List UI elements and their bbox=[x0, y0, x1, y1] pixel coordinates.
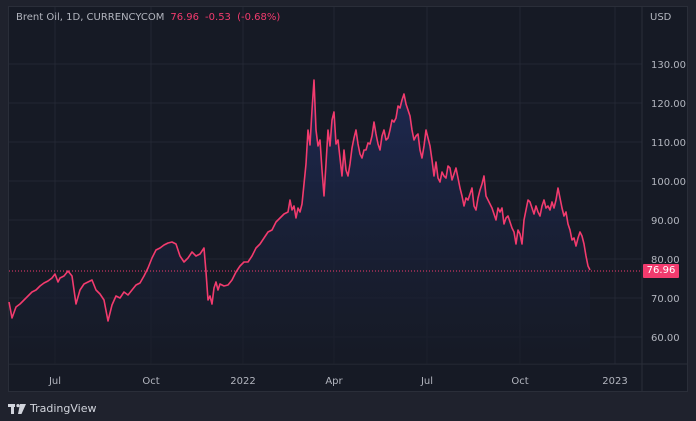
price-change: -0.53 bbox=[205, 12, 231, 23]
time-tick: 2022 bbox=[230, 376, 255, 387]
price-line bbox=[8, 79, 591, 322]
last-price: 76.96 bbox=[170, 12, 200, 23]
price-tick: 130.00 bbox=[651, 60, 686, 71]
time-tick: Jul bbox=[420, 376, 433, 387]
currency-label: USD bbox=[650, 12, 672, 23]
brand-label: TradingView bbox=[30, 402, 97, 415]
tradingview-brand[interactable]: TradingView bbox=[8, 402, 96, 415]
price-tick: 80.00 bbox=[651, 255, 680, 266]
time-tick: Jul bbox=[48, 376, 61, 387]
time-tick: Oct bbox=[511, 376, 528, 387]
time-tick: 2023 bbox=[602, 376, 627, 387]
price-tick: 100.00 bbox=[651, 177, 686, 188]
time-tick: Oct bbox=[142, 376, 159, 387]
price-tick: 110.00 bbox=[651, 138, 686, 149]
price-change-percent: (-0.68%) bbox=[237, 12, 281, 23]
symbol-legend[interactable]: Brent Oil, 1D, CURRENCYCOM 76.96 -0.53 (-0… bbox=[16, 12, 280, 23]
time-tick: Apr bbox=[325, 376, 343, 387]
tradingview-logo-icon bbox=[8, 403, 26, 414]
current-price-badge: 76.96 bbox=[643, 264, 679, 278]
price-tick: 70.00 bbox=[651, 294, 680, 305]
symbol-title: Brent Oil, 1D, CURRENCYCOM bbox=[16, 12, 165, 23]
price-axis[interactable]: 130.00 120.00 110.00 100.00 90.00 80.00 … bbox=[651, 60, 686, 344]
price-area-fill bbox=[9, 80, 590, 364]
price-tick: 90.00 bbox=[651, 216, 680, 227]
price-tick: 60.00 bbox=[651, 333, 680, 344]
time-axis[interactable]: Jul Oct 2022 Apr Jul Oct 2023 bbox=[48, 376, 628, 387]
price-tick: 120.00 bbox=[651, 99, 686, 110]
